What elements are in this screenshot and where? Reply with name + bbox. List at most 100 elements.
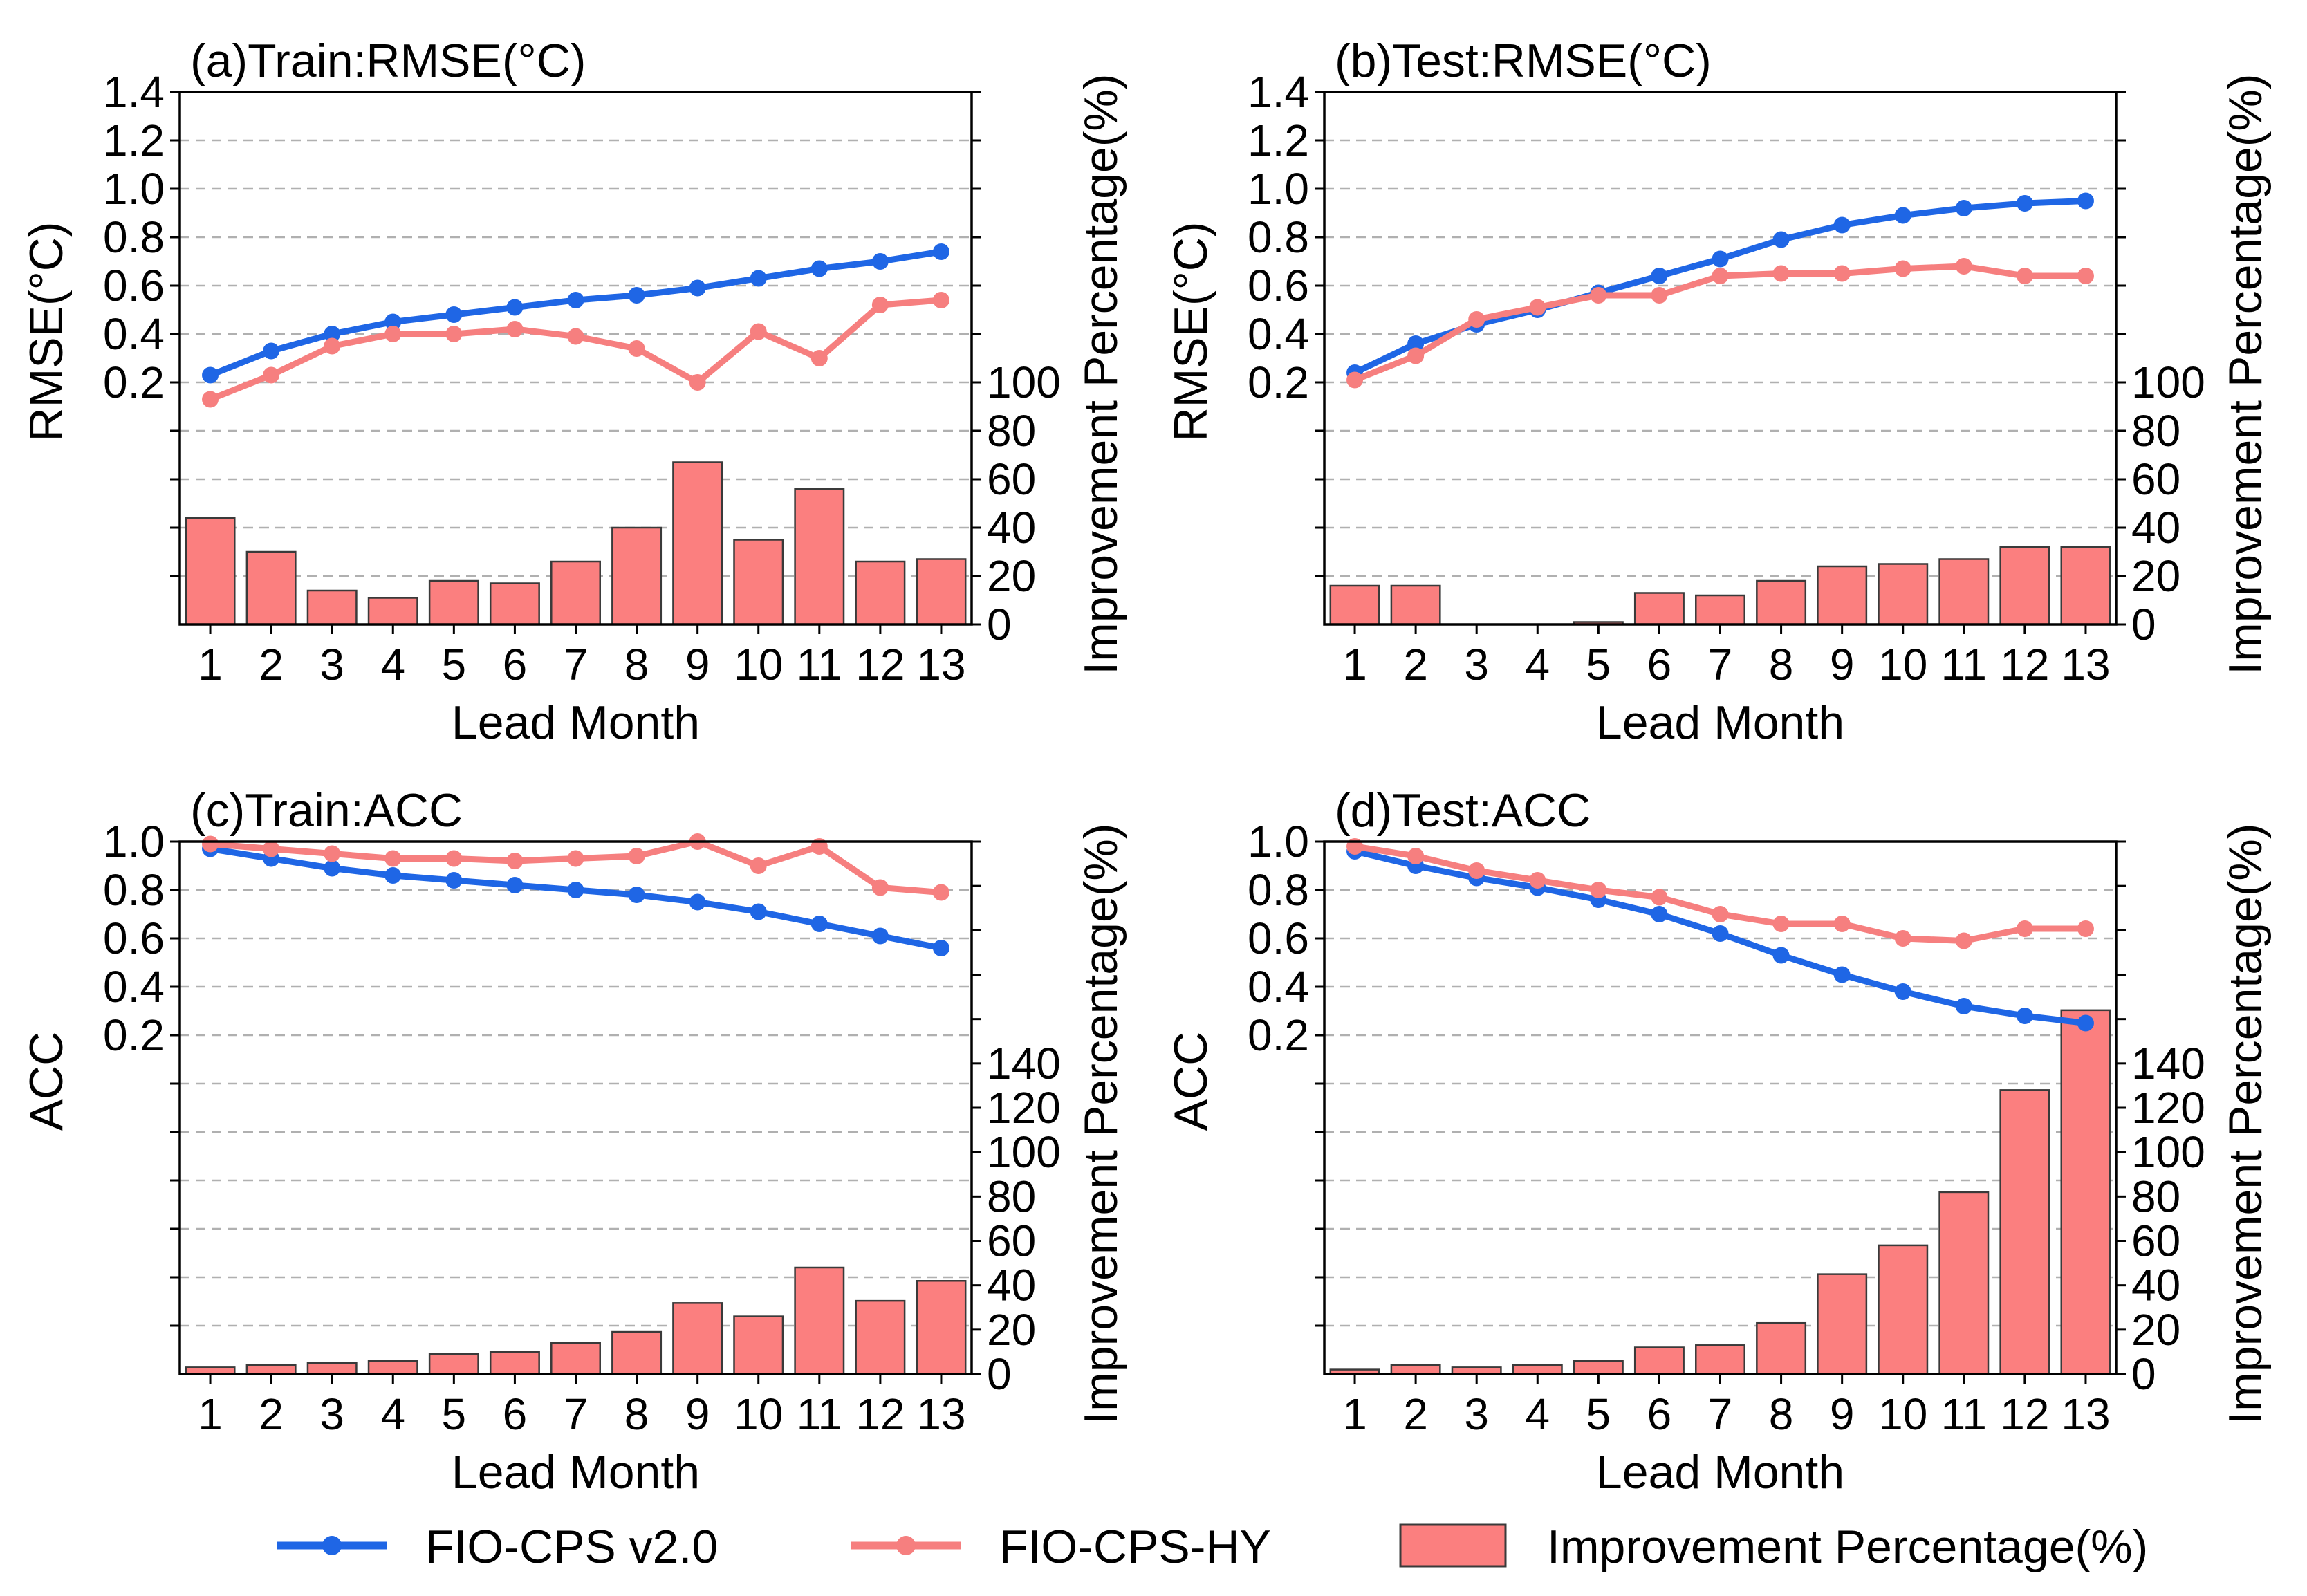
y-right-axis-title: Improvement Percentage(%)	[2219, 823, 2272, 1424]
series-point-fio-cps-hy	[2016, 268, 2033, 284]
series-point-fio-cps-hy	[1529, 299, 1546, 316]
series-point-fio-cps-hy	[1955, 932, 1972, 949]
x-tick-label: 2	[259, 640, 284, 689]
series-point-fio-cps	[932, 940, 949, 956]
improvement-bar	[1390, 1364, 1441, 1375]
series-point-fio-cps-hy	[2077, 268, 2094, 284]
series-point-fio-cps-hy	[1590, 882, 1607, 898]
x-tick-label: 12	[855, 1389, 905, 1439]
x-tick-label: 7	[564, 1389, 589, 1439]
x-tick-label: 2	[1403, 640, 1428, 689]
x-tick-label: 5	[442, 1389, 467, 1439]
x-tick-label: 8	[1769, 1389, 1794, 1439]
y-right-tick-label: 100	[2131, 358, 2205, 407]
series-point-fio-cps-hy	[506, 321, 524, 337]
y-left-tick-label: 1.0	[1248, 164, 1309, 214]
improvement-bar	[611, 1330, 663, 1375]
x-tick-label: 7	[1708, 640, 1733, 689]
y-right-tick-label: 60	[2131, 454, 2180, 504]
x-tick-label: 11	[1941, 640, 1987, 689]
improvement-bar	[1938, 558, 1990, 626]
x-tick-label: 4	[380, 640, 405, 689]
y-left-tick-label: 1.4	[1248, 67, 1309, 117]
series-point-fio-cps	[202, 366, 219, 384]
y-left-tick-label: 0.4	[103, 309, 165, 359]
series-point-fio-cps-hy	[932, 292, 949, 308]
series-point-fio-cps-hy	[1346, 371, 1364, 389]
improvement-bar	[1633, 592, 1685, 626]
x-tick-label: 7	[564, 640, 589, 689]
series-point-fio-cps-hy	[567, 328, 584, 345]
x-axis-title: Lead Month	[452, 696, 700, 749]
improvement-bar	[855, 1299, 906, 1375]
y-left-axis-title: ACC	[1165, 1032, 1217, 1131]
legend-label-improvement: Improvement Percentage(%)	[1547, 1521, 2148, 1573]
y-right-tick-label: 60	[987, 1216, 1036, 1266]
series-point-fio-cps	[567, 292, 584, 308]
series-point-fio-cps-hy	[689, 374, 706, 391]
series-line-fio-cps	[1353, 198, 2086, 376]
series-point-fio-cps	[750, 903, 767, 920]
x-tick-label: 8	[1769, 640, 1794, 689]
series-point-fio-cps	[1772, 947, 1790, 964]
series-point-fio-cps	[324, 860, 341, 877]
x-tick-label: 9	[685, 1389, 710, 1439]
x-tick-label: 5	[1586, 1389, 1611, 1439]
x-tick-label: 10	[1878, 640, 1927, 689]
y-right-axis-title: Improvement Percentage(%)	[2219, 73, 2272, 674]
legend-marker-fio-cps-hy	[896, 1536, 916, 1555]
series-point-fio-cps-hy	[1651, 287, 1668, 304]
y-right-tick-label: 140	[987, 1039, 1061, 1088]
y-left-tick-label: 1.0	[103, 817, 165, 866]
series-point-fio-cps	[384, 313, 402, 331]
y-left-tick-label: 0.8	[103, 212, 165, 262]
y-left-tick-label: 0.8	[103, 865, 165, 915]
x-axis-title: Lead Month	[1596, 696, 1844, 749]
y-right-axis-title: Improvement Percentage(%)	[1075, 73, 1127, 674]
improvement-bar	[1512, 1364, 1563, 1375]
improvement-bar	[794, 1266, 845, 1375]
y-left-tick-label: 0.8	[1248, 865, 1309, 915]
improvement-bar	[367, 1360, 418, 1375]
series-point-fio-cps-hy	[202, 391, 219, 408]
series-point-fio-cps	[689, 893, 706, 911]
y-left-tick-label: 0.4	[103, 962, 165, 1012]
series-line-fio-cps-hy	[209, 297, 942, 402]
x-tick-label: 12	[855, 640, 905, 689]
legend-label-fio-cps-hy: FIO-CPS-HY	[999, 1521, 1271, 1573]
improvement-bar	[428, 1353, 479, 1375]
series-point-fio-cps	[445, 872, 463, 889]
improvement-bar	[1390, 584, 1441, 626]
y-right-tick-label: 120	[2131, 1083, 2205, 1133]
y-right-tick-label: 120	[987, 1083, 1061, 1133]
series-point-fio-cps-hy	[1833, 265, 1851, 282]
x-tick-label: 13	[2061, 1389, 2110, 1439]
x-tick-label: 12	[2000, 1389, 2049, 1439]
panel-title: (d)Test:ACC	[1335, 784, 1591, 837]
improvement-bar	[1878, 563, 1929, 626]
series-point-fio-cps	[1833, 966, 1851, 983]
improvement-bar	[855, 560, 906, 626]
improvement-bar	[306, 589, 358, 626]
improvement-bar	[794, 488, 845, 626]
y-right-tick-label: 40	[2131, 503, 2180, 553]
series-point-fio-cps-hy	[1407, 347, 1425, 364]
y-left-tick-label: 0.4	[1248, 962, 1309, 1012]
series-point-fio-cps-hy	[263, 366, 280, 384]
x-tick-label: 10	[734, 640, 783, 689]
x-tick-label: 2	[259, 1389, 284, 1439]
panel-title: (c)Train:ACC	[190, 784, 463, 837]
y-left-tick-label: 0.8	[1248, 212, 1309, 262]
series-point-fio-cps	[506, 877, 524, 893]
series-point-fio-cps-hy	[750, 857, 767, 874]
y-right-tick-label: 100	[2131, 1127, 2205, 1177]
series-point-fio-cps-hy	[871, 879, 889, 896]
series-point-fio-cps-hy	[263, 840, 280, 857]
legend-label-fio-cps: FIO-CPS v2.0	[425, 1521, 718, 1573]
series-point-fio-cps-hy	[506, 853, 524, 869]
y-right-tick-label: 20	[987, 551, 1036, 601]
